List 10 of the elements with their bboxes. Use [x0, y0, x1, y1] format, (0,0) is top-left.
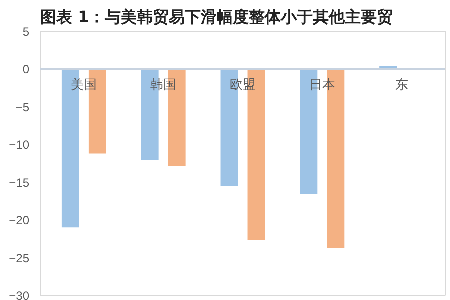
y-tick-label: −25: [9, 251, 30, 266]
y-tick-label: −10: [9, 138, 30, 152]
x-tick-label: 东: [395, 77, 408, 92]
y-tick-label: 5: [22, 25, 30, 39]
y-tick-label: 0: [22, 62, 30, 77]
y-tick-label: −30: [9, 289, 30, 300]
y-tick-label: −15: [9, 176, 30, 190]
chart-title: 图表 1：与美韩贸易下滑幅度整体小于其他主要贸: [40, 8, 394, 26]
y-tick-label: −5: [16, 100, 30, 114]
y-tick-label: −20: [9, 214, 30, 228]
